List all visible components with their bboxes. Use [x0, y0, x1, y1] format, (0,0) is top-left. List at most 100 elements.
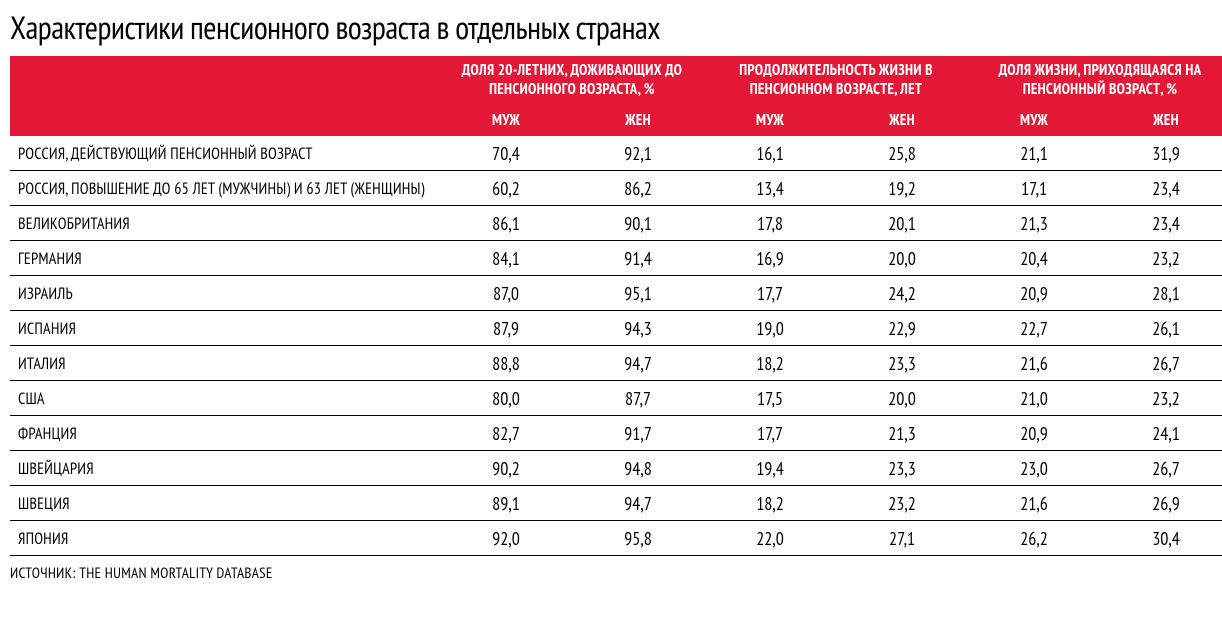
header-empty: [10, 56, 440, 136]
cell-value: 21,0: [968, 381, 1100, 416]
source-label: ИСТОЧНИК: THE HUMAN MORTALITY DATABASE: [10, 564, 1212, 583]
table-row: США80,087,717,520,021,023,2: [10, 381, 1222, 416]
cell-value: 31,9: [1100, 136, 1222, 171]
table-row: ИТАЛИЯ88,894,718,223,321,626,7: [10, 346, 1222, 381]
cell-value: 16,9: [704, 241, 836, 276]
cell-value: 17,5: [704, 381, 836, 416]
cell-value: 23,3: [836, 451, 968, 486]
cell-value: 16,1: [704, 136, 836, 171]
cell-value: 19,2: [836, 171, 968, 206]
cell-value: 17,1: [968, 171, 1100, 206]
cell-value: 27,1: [836, 521, 968, 556]
row-label: РОССИЯ, ДЕЙСТВУЮЩИЙ ПЕНСИОННЫЙ ВОЗРАСТ: [10, 136, 440, 171]
cell-value: 24,2: [836, 276, 968, 311]
cell-value: 23,2: [1100, 381, 1222, 416]
header-group-1: ДОЛЯ 20-ЛЕТНИХ, ДОЖИВАЮЩИХ ДО ПЕНСИОННОГ…: [440, 56, 704, 106]
cell-value: 26,7: [1100, 451, 1222, 486]
cell-value: 60,2: [440, 171, 572, 206]
cell-value: 92,1: [572, 136, 704, 171]
cell-value: 95,8: [572, 521, 704, 556]
cell-value: 87,9: [440, 311, 572, 346]
header-sub-6: ЖЕН: [1100, 106, 1222, 137]
cell-value: 22,9: [836, 311, 968, 346]
header-sub-2: ЖЕН: [572, 106, 704, 137]
cell-value: 20,9: [968, 416, 1100, 451]
header-sub-4: ЖЕН: [836, 106, 968, 137]
row-label: ВЕЛИКОБРИТАНИЯ: [10, 206, 440, 241]
cell-value: 82,7: [440, 416, 572, 451]
pension-table: ДОЛЯ 20-ЛЕТНИХ, ДОЖИВАЮЩИХ ДО ПЕНСИОННОГ…: [10, 56, 1222, 556]
cell-value: 91,4: [572, 241, 704, 276]
cell-value: 26,9: [1100, 486, 1222, 521]
cell-value: 23,3: [836, 346, 968, 381]
header-group-2: ПРОДОЛЖИТЕЛЬНОСТЬ ЖИЗНИ В ПЕНСИОННОМ ВОЗ…: [704, 56, 968, 106]
cell-value: 94,3: [572, 311, 704, 346]
table-row: ШВЕЦИЯ89,194,718,223,221,626,9: [10, 486, 1222, 521]
cell-value: 20,9: [968, 276, 1100, 311]
cell-value: 26,2: [968, 521, 1100, 556]
cell-value: 19,0: [704, 311, 836, 346]
cell-value: 86,2: [572, 171, 704, 206]
cell-value: 19,4: [704, 451, 836, 486]
cell-value: 70,4: [440, 136, 572, 171]
cell-value: 90,1: [572, 206, 704, 241]
row-label: ФРАНЦИЯ: [10, 416, 440, 451]
cell-value: 21,3: [968, 206, 1100, 241]
cell-value: 22,7: [968, 311, 1100, 346]
cell-value: 17,7: [704, 276, 836, 311]
cell-value: 21,6: [968, 346, 1100, 381]
header-sub-5: МУЖ: [968, 106, 1100, 137]
table-row: ВЕЛИКОБРИТАНИЯ86,190,117,820,121,323,4: [10, 206, 1222, 241]
cell-value: 95,1: [572, 276, 704, 311]
cell-value: 20,1: [836, 206, 968, 241]
cell-value: 30,4: [1100, 521, 1222, 556]
cell-value: 18,2: [704, 346, 836, 381]
cell-value: 18,2: [704, 486, 836, 521]
row-label: ЯПОНИЯ: [10, 521, 440, 556]
cell-value: 23,2: [836, 486, 968, 521]
row-label: ИЗРАИЛЬ: [10, 276, 440, 311]
cell-value: 21,6: [968, 486, 1100, 521]
table-row: ЯПОНИЯ92,095,822,027,126,230,4: [10, 521, 1222, 556]
cell-value: 25,8: [836, 136, 968, 171]
cell-value: 94,8: [572, 451, 704, 486]
cell-value: 21,1: [968, 136, 1100, 171]
row-label: ШВЕЙЦАРИЯ: [10, 451, 440, 486]
cell-value: 86,1: [440, 206, 572, 241]
cell-value: 87,7: [572, 381, 704, 416]
cell-value: 23,2: [1100, 241, 1222, 276]
page-title: Характеристики пенсионного возраста в от…: [10, 6, 1212, 48]
cell-value: 24,1: [1100, 416, 1222, 451]
cell-value: 80,0: [440, 381, 572, 416]
cell-value: 17,7: [704, 416, 836, 451]
header-sub-1: МУЖ: [440, 106, 572, 137]
row-label: РОССИЯ, ПОВЫШЕНИЕ ДО 65 ЛЕТ (МУЖЧИНЫ) И …: [10, 171, 440, 206]
table-row: РОССИЯ, ДЕЙСТВУЮЩИЙ ПЕНСИОННЫЙ ВОЗРАСТ70…: [10, 136, 1222, 171]
cell-value: 23,0: [968, 451, 1100, 486]
header-group-3: ДОЛЯ ЖИЗНИ, ПРИХОДЯЩАЯСЯ НА ПЕНСИОННЫЙ В…: [968, 56, 1222, 106]
cell-value: 26,1: [1100, 311, 1222, 346]
cell-value: 28,1: [1100, 276, 1222, 311]
table-row: ГЕРМАНИЯ84,191,416,920,020,423,2: [10, 241, 1222, 276]
cell-value: 21,3: [836, 416, 968, 451]
table-row: ФРАНЦИЯ82,791,717,721,320,924,1: [10, 416, 1222, 451]
cell-value: 84,1: [440, 241, 572, 276]
table-row: РОССИЯ, ПОВЫШЕНИЕ ДО 65 ЛЕТ (МУЖЧИНЫ) И …: [10, 171, 1222, 206]
cell-value: 89,1: [440, 486, 572, 521]
cell-value: 23,4: [1100, 206, 1222, 241]
cell-value: 13,4: [704, 171, 836, 206]
cell-value: 91,7: [572, 416, 704, 451]
table-row: ШВЕЙЦАРИЯ90,294,819,423,323,026,7: [10, 451, 1222, 486]
row-label: ШВЕЦИЯ: [10, 486, 440, 521]
cell-value: 23,4: [1100, 171, 1222, 206]
cell-value: 88,8: [440, 346, 572, 381]
cell-value: 20,0: [836, 241, 968, 276]
cell-value: 20,4: [968, 241, 1100, 276]
row-label: ГЕРМАНИЯ: [10, 241, 440, 276]
cell-value: 17,8: [704, 206, 836, 241]
cell-value: 92,0: [440, 521, 572, 556]
header-sub-3: МУЖ: [704, 106, 836, 137]
table-row: ИЗРАИЛЬ87,095,117,724,220,928,1: [10, 276, 1222, 311]
row-label: ИСПАНИЯ: [10, 311, 440, 346]
cell-value: 90,2: [440, 451, 572, 486]
